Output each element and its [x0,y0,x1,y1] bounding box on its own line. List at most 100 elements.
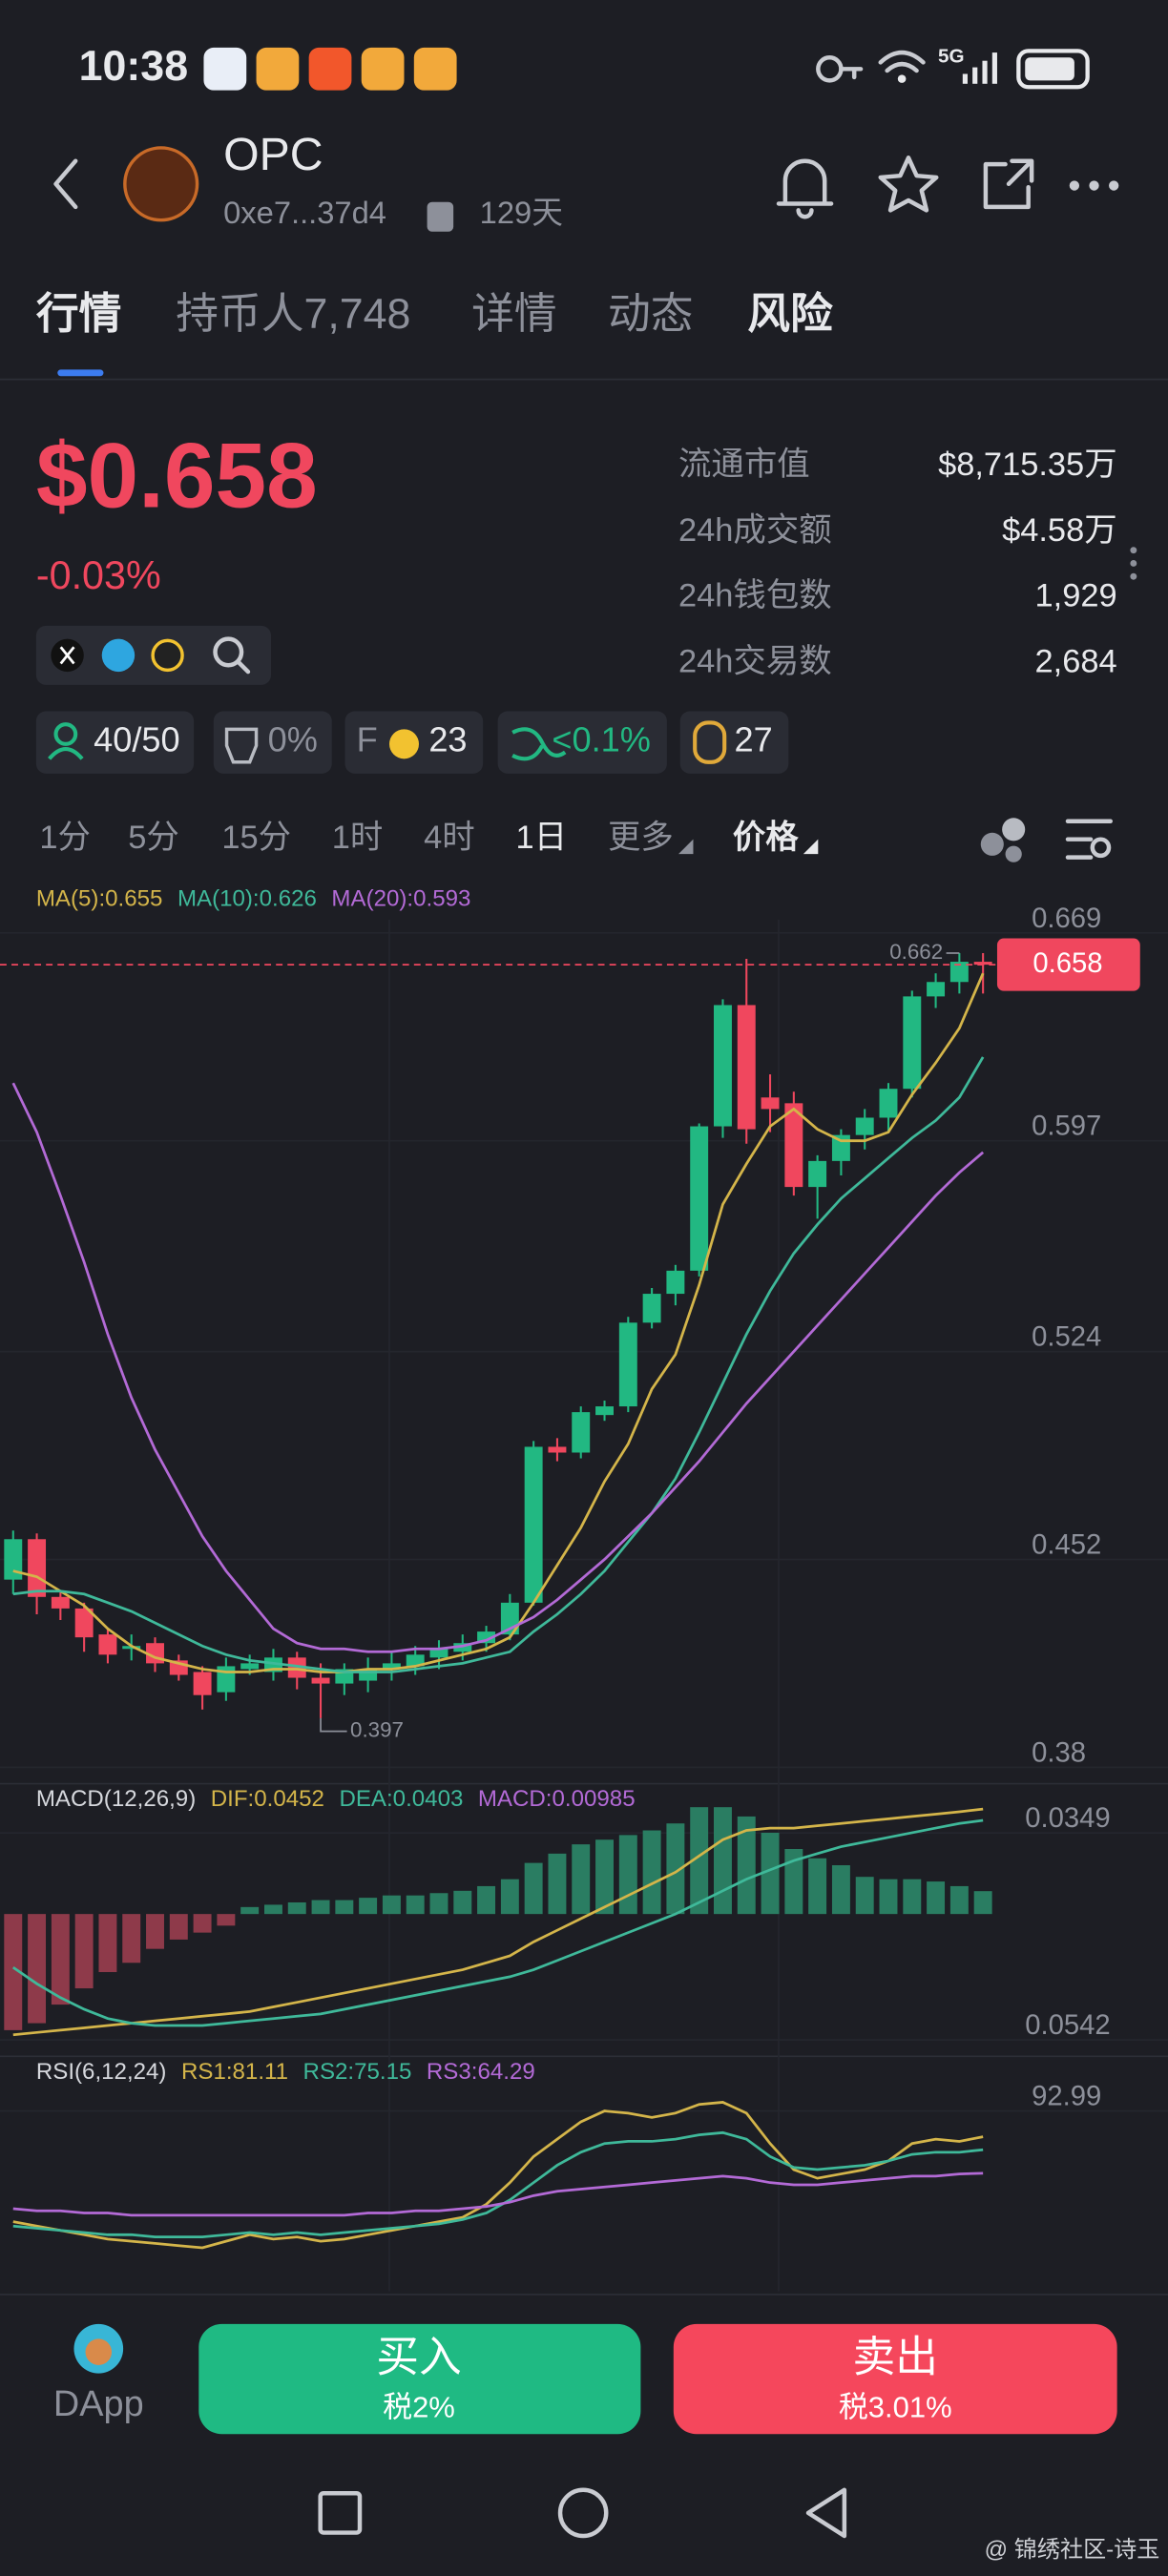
dapp-button[interactable] [73,2323,124,2374]
macd-bar [784,1848,803,1915]
holders-badge: 40/50 [94,720,179,759]
qq-link[interactable] [151,638,184,673]
macd-bar [595,1839,614,1915]
macd-bar [240,1906,260,1915]
telegram-link[interactable] [101,638,136,673]
indicator-line [12,2130,984,2238]
bell-button[interactable] [776,158,834,219]
macd-bar [618,1835,637,1915]
bundle-badge: <0.1% [552,720,650,759]
buy-tax: 税2% [383,2391,455,2424]
indicator-line [12,972,985,1673]
draw-tool-button[interactable] [980,818,1026,862]
buy-button[interactable] [198,2323,641,2435]
macd-bar [429,1893,448,1915]
tab-indicator [57,369,104,377]
sell-label: 卖出 [852,2334,938,2381]
interval-option[interactable]: 4时 [424,820,475,856]
candle-body [879,1089,898,1118]
legend-entry: RS3:64.29 [427,2059,535,2085]
candle-body [98,1634,117,1655]
sell-button[interactable] [673,2323,1117,2435]
macd-bar [169,1914,188,1940]
macd-bar [4,1914,23,2030]
indicator-line [11,1082,985,1653]
interval-option[interactable]: 更多 [608,820,674,856]
f-badge-value: 23 [428,720,467,759]
token-avatar [123,146,199,222]
interval-option[interactable]: 1分 [39,820,91,856]
current-price-box [996,938,1140,991]
dropdown-arrow [803,839,819,855]
interval-option[interactable]: 1日 [516,820,568,856]
macd-bar [263,1904,282,1915]
macd-bar [714,1807,732,1915]
indicator-line [12,2101,984,2250]
candle-body [524,1446,543,1603]
nav-recent[interactable] [318,2490,363,2535]
current-price-label: 0.658 [1032,948,1102,979]
token-address: 0xe7...37d4 [223,195,386,230]
macd-bar [642,1830,661,1915]
legend-entry: MA(10):0.626 [177,886,317,912]
tab[interactable]: 详情 [471,290,557,338]
interval-option[interactable]: 5分 [128,820,179,856]
y-tick-label: 0.0349 [1025,1803,1110,1834]
macd-bar [122,1914,141,1963]
favorite-button[interactable] [878,156,939,213]
candle-body [973,962,992,966]
share-button[interactable] [983,158,1034,210]
tab[interactable]: 动态 [608,290,694,338]
candle-body [737,1005,756,1130]
candle-body [74,1608,94,1638]
search-button[interactable] [213,636,251,675]
y-tick-label: 92.99 [1032,2082,1101,2112]
side-menu[interactable] [1130,547,1137,580]
interval-option[interactable]: 15分 [221,820,291,856]
macd-bar [808,1858,827,1915]
macd-bar [217,1914,236,1926]
stat-label: 流通市值 [678,447,810,483]
watermark: @ 锦绣社区-诗玉 [985,2537,1160,2563]
legend-entry: MA(20):0.593 [331,886,470,912]
macd-bar [28,1914,47,2024]
candle-body [382,1663,401,1670]
back-button[interactable] [53,158,78,210]
top-badge: 0% [268,720,318,759]
candle-body [311,1677,330,1684]
copy-icon[interactable] [427,201,454,232]
interval-option[interactable]: 价格 [733,820,799,856]
macd-bar [855,1877,874,1915]
token-name: OPC [223,129,323,180]
macd-bar [572,1844,591,1915]
nav-back[interactable] [805,2487,847,2539]
candle-body [761,1097,780,1110]
macd-bar [973,1891,992,1915]
indicator-line [12,2171,984,2217]
stat-label: 24h成交额 [678,512,832,549]
nav-home[interactable] [557,2487,609,2539]
tab[interactable]: 持币人7,748 [176,290,410,338]
macd-bar [287,1901,306,1915]
indicator-line [12,1056,985,1673]
stat-value: 1,929 [1034,578,1116,614]
tab[interactable]: 行情 [36,290,122,338]
low-marker-label: 0.397 [350,1718,404,1742]
token-age: 129天 [480,195,563,230]
tab[interactable]: 风险 [747,290,833,338]
f-badge-label: F [357,720,378,759]
settings-button[interactable] [1065,819,1113,860]
macd-bar [666,1823,685,1915]
macd-bar [311,1900,330,1915]
macd-bar [477,1885,496,1915]
legend-entry: MACD(12,26,9) [36,1786,196,1812]
candle-body [784,1103,803,1188]
macd-bar [903,1879,922,1915]
macd-bar [146,1914,164,1949]
indicator-line [12,1807,984,2037]
legend-entry: RSI(6,12,24) [36,2059,167,2085]
candle-body [28,1539,47,1597]
y-tick-label: 0.452 [1032,1529,1101,1560]
interval-option[interactable]: 1时 [332,820,384,856]
more-button[interactable] [1069,180,1119,191]
